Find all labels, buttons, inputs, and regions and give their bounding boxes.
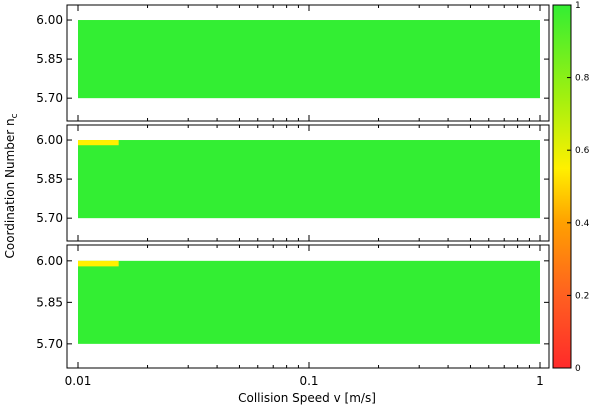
y-tick-label: 5.85	[36, 295, 63, 309]
y-tick-label: 6.00	[36, 133, 63, 147]
colorbar-tick-label: 0.4	[575, 219, 590, 229]
y-tick-label: 5.85	[36, 52, 63, 66]
y-tick-label: 5.70	[36, 337, 63, 351]
x-tick-label: 0.1	[299, 374, 318, 388]
heatmap-cell	[78, 260, 540, 344]
y-tick-label: 5.70	[36, 211, 63, 225]
colorbar: 1 0.8 0.6 0.4 0.2 0	[552, 1, 590, 374]
colorbar-tick-label: 0.6	[575, 146, 590, 156]
panel-1: 6.00 5.85 5.70	[36, 4, 550, 122]
heatmap-cell	[78, 20, 540, 99]
y-axis-label: Coordination Number nc	[3, 113, 20, 258]
plot-panels: 6.00 5.85 5.70 6.00 5.85 5.70 6.00 5.85 5.70	[36, 4, 550, 369]
panel-3: 6.00 5.85 5.70	[36, 244, 550, 369]
heatmap-cell	[78, 260, 119, 267]
y-tick-label: 6.00	[36, 254, 63, 268]
heatmap-cell	[78, 140, 540, 219]
y-axis-label-main: Coordination Number n	[3, 118, 17, 258]
x-axis: 0.01 0.1 1	[65, 374, 544, 388]
y-axis-label-subscript: c	[10, 113, 20, 118]
panel-frame	[66, 124, 550, 242]
heatmap-cell	[78, 140, 119, 146]
panel-frame	[66, 4, 550, 122]
y-tick-label: 5.70	[36, 91, 63, 105]
y-tick-label: 5.85	[36, 172, 63, 186]
panel-2: 6.00 5.85 5.70	[36, 124, 550, 242]
colorbar-scale	[552, 4, 572, 369]
colorbar-tick-label: 0	[575, 364, 581, 374]
y-tick-label: 6.00	[36, 13, 63, 27]
x-tick-label: 1	[536, 374, 544, 388]
colorbar-tick-label: 1	[575, 1, 581, 11]
x-tick-label: 0.01	[65, 374, 92, 388]
panel-frame	[66, 244, 550, 369]
x-axis-label: Collision Speed v [m/s]	[238, 391, 376, 405]
colorbar-tick-label: 0.8	[575, 74, 590, 84]
colorbar-tick-label: 0.2	[575, 291, 589, 301]
